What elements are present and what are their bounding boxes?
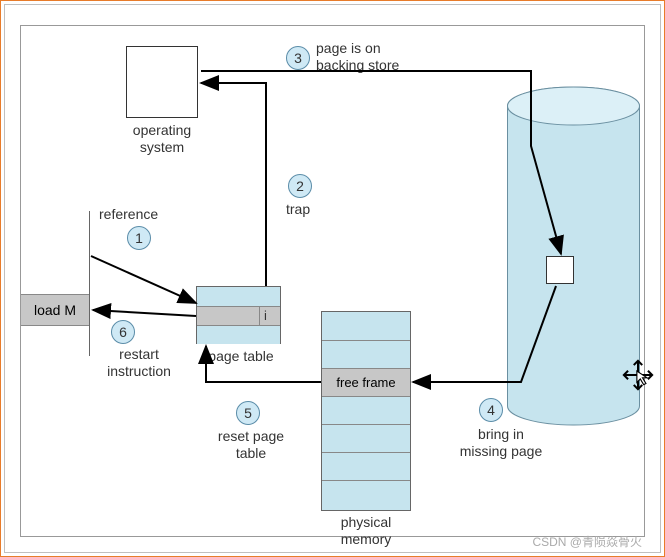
text: CSDN @青陨焱骨火 — [532, 535, 642, 549]
arrow-layer — [21, 26, 656, 551]
diagram-canvas: operatingsystem 3 page is onbacking stor… — [20, 25, 645, 537]
inner-frame: operatingsystem 3 page is onbacking stor… — [4, 4, 661, 553]
move-cursor-icon — [621, 358, 655, 392]
watermark: CSDN @青陨焱骨火 — [532, 533, 642, 550]
outer-frame: operatingsystem 3 page is onbacking stor… — [0, 0, 665, 557]
